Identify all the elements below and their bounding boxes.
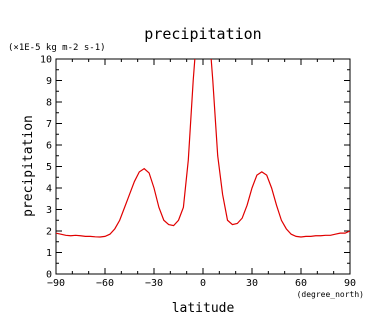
x-tick-label: 30	[246, 278, 258, 289]
precipitation-series-line	[56, 59, 350, 238]
x-tick-label: −90	[47, 278, 65, 289]
y-axis-label: precipitation	[21, 115, 36, 217]
y-tick-label: 10	[40, 55, 52, 66]
plot-frame	[55, 58, 351, 275]
y-tick-label: 1	[46, 248, 52, 259]
y-tick-label: 6	[46, 141, 52, 152]
units-label: (×1E-5 kg m-2 s-1)	[8, 43, 106, 53]
chart-title: precipitation	[144, 25, 261, 43]
x-tick-label: 0	[200, 278, 206, 289]
x-axis-units: (degree_north)	[297, 290, 364, 299]
y-tick-label: 4	[46, 184, 52, 195]
y-tick-label: 3	[46, 205, 52, 216]
x-tick-label: −60	[96, 278, 114, 289]
y-tick-label: 9	[46, 76, 52, 87]
y-tick-label: 2	[46, 227, 52, 238]
x-axis: −90 −60 −30 0 30 60 90	[47, 59, 356, 289]
y-tick-label: 0	[46, 270, 52, 281]
y-tick-label: 5	[46, 162, 52, 173]
x-tick-label: 90	[344, 278, 356, 289]
x-axis-label: latitude	[172, 301, 235, 316]
y-axis: 0 1 2 3 4 5 6 7 8 9 10	[40, 55, 350, 281]
x-tick-label: −30	[145, 278, 163, 289]
x-tick-label: 60	[295, 278, 307, 289]
y-tick-label: 7	[46, 119, 52, 130]
y-tick-label: 8	[46, 98, 52, 109]
